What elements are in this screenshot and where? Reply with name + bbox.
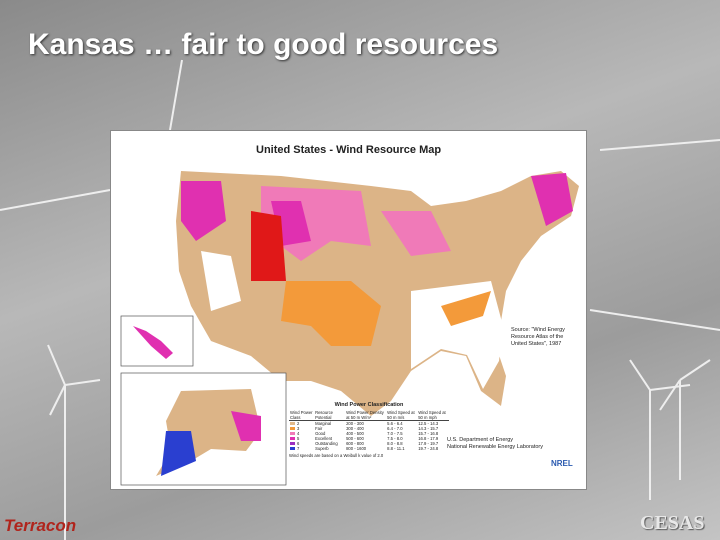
cell-text: Superb (315, 446, 329, 451)
legend-cell: 2 (289, 421, 314, 426)
legend-cell: 15.7 - 16.8 (417, 431, 449, 436)
color-swatch (290, 437, 295, 440)
color-swatch (290, 442, 295, 445)
legend-cell: 8.0 - 8.8 (386, 441, 417, 446)
cell-text: 300 - 400 (346, 426, 364, 431)
agency-line: National Renewable Energy Laboratory (447, 444, 544, 451)
legend-cell: 200 - 300 (345, 421, 386, 426)
legend-cell: 300 - 400 (345, 426, 386, 431)
cell-text: 7 (297, 446, 300, 451)
legend-cell: 7 (289, 446, 314, 451)
header-cell: Resource Potential (314, 410, 346, 421)
header-cell: Wind Speed at 50 m mph (417, 410, 449, 421)
map-graphic (120, 171, 579, 486)
map-title: United States - Wind Resource Map (256, 144, 442, 156)
legend-table: Wind Power Class Resource Potential Wind P… (289, 410, 449, 451)
cell-text: 800 - 1600 (346, 446, 367, 451)
legend-cell: 6.4 - 7.0 (386, 426, 417, 431)
cell-text: Fair (315, 426, 323, 431)
legend-cell: 4 (289, 431, 314, 436)
wind-map: United States - Wind Resource Map Source… (110, 130, 587, 490)
cell-text: 400 - 500 (346, 431, 364, 436)
cell-text: 5 (297, 436, 300, 441)
slide-title: Kansas … fair to good resources (28, 28, 499, 61)
legend-cell: 7.0 - 7.5 (386, 431, 417, 436)
legend-cell: 14.3 - 15.7 (417, 426, 449, 431)
cell-text: 8.8 - 11.1 (387, 446, 405, 451)
legend-row: 5 Excellent 500 - 600 7.5 - 8.0 16.8 - 17.9 (289, 436, 449, 441)
legend-cell: Fair (314, 426, 345, 431)
legend-cell: 3 (289, 426, 314, 431)
cell-text: 5.6 - 6.4 (387, 421, 403, 426)
cell-text: 2 (297, 421, 300, 426)
nrel-logo: NREL (551, 459, 573, 468)
legend-row: 4 Good 400 - 500 7.0 - 7.5 15.7 - 16.8 (289, 431, 449, 436)
legend-cell: 6 (289, 441, 314, 446)
cell-text: 16.8 - 17.9 (418, 436, 439, 441)
legend-row: 3 Fair 300 - 400 6.4 - 7.0 14.3 - 15.7 (289, 426, 449, 431)
cell-text: 12.5 - 14.3 (418, 421, 439, 426)
color-swatch (290, 422, 295, 425)
logo-left: Terracon (4, 516, 77, 535)
legend-row: 2 Marginal 200 - 300 5.6 - 6.4 12.5 - 14.3 (289, 421, 449, 426)
cell-text: 7.0 - 7.5 (387, 431, 403, 436)
legend-cell: Outstanding (314, 441, 345, 446)
legend-row: 7 Superb 800 - 1600 8.8 - 11.1 19.7 - 24.8 (289, 446, 449, 451)
legend-cell: Excellent (314, 436, 345, 441)
legend-cell: 17.9 - 19.7 (417, 441, 449, 446)
cell-text: 3 (297, 426, 300, 431)
map-source: Source: "Wind Energy Resource Atlas of t… (511, 327, 565, 347)
legend-cell: 500 - 600 (345, 436, 386, 441)
legend-title: Wind Power Classification (334, 402, 404, 408)
legend-cell: Superb (314, 446, 345, 451)
cell-text: 200 - 300 (346, 421, 364, 426)
agency: U.S. Department of Energy National Renew… (447, 437, 543, 451)
cell-text: Excellent (315, 436, 333, 441)
cell-text: 15.7 - 16.8 (418, 431, 439, 436)
cell-text: 6.4 - 7.0 (387, 426, 403, 431)
legend-cell: 400 - 500 (345, 431, 386, 436)
cell-text: Good (315, 431, 326, 436)
legend-cell: 8.8 - 11.1 (386, 446, 417, 451)
legend-cell: 5 (289, 436, 314, 441)
agency-line: U.S. Department of Energy (447, 437, 514, 443)
color-swatch (290, 447, 295, 450)
cell-text: 4 (297, 431, 300, 436)
cell-text: 600 - 800 (346, 441, 364, 446)
legend-cell: 16.8 - 17.9 (417, 436, 449, 441)
cell-text: 8.0 - 8.8 (387, 441, 403, 446)
legend-cell: Good (314, 431, 345, 436)
legend-row: 6 Outstanding 600 - 800 8.0 - 8.8 17.9 - 19.… (289, 441, 449, 446)
cell-text: 500 - 600 (346, 436, 364, 441)
legend-cell: Marginal (314, 421, 345, 426)
cell-text: 6 (297, 441, 300, 446)
legend-cell: 19.7 - 24.8 (417, 446, 449, 451)
cell-text: 19.7 - 24.8 (418, 446, 439, 451)
cell-text: 17.9 - 19.7 (418, 441, 439, 446)
legend-cell: 600 - 800 (345, 441, 386, 446)
legend-cell: 12.5 - 14.3 (417, 421, 449, 426)
header-row: Wind Power Class Resource Potential Wind P… (289, 410, 449, 421)
logo-right: CESAS (640, 512, 705, 534)
legend-footnote: Wind speeds are based on a Weibull k val… (289, 453, 384, 458)
cell-text: Marginal (315, 421, 332, 426)
legend-cell: 7.5 - 8.0 (386, 436, 417, 441)
header-cell: Wind Power Class (289, 410, 315, 421)
color-swatch (290, 427, 295, 430)
legend: Wind Power Classification Wind Power Cla… (289, 402, 449, 458)
cell-text: 14.3 - 15.7 (418, 426, 439, 431)
legend-cell: 5.6 - 6.4 (386, 421, 417, 426)
color-swatch (290, 432, 295, 435)
cell-text: 7.5 - 8.0 (387, 436, 403, 441)
cell-text: Outstanding (315, 441, 338, 446)
legend-cell: 800 - 1600 (345, 446, 386, 451)
header-cell: Wind Power Density at 50 m W/m² (345, 410, 387, 421)
header-cell: Wind Speed at 50 m m/s (386, 410, 418, 421)
